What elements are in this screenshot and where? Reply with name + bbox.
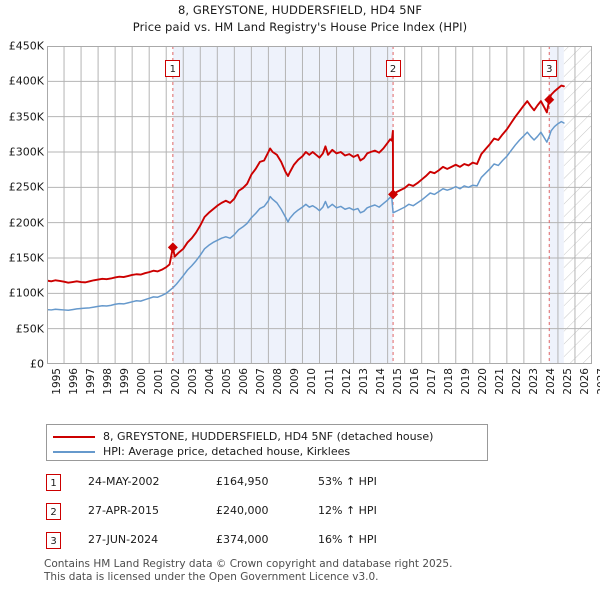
chart-sale-marker-3: 3 [541, 60, 557, 77]
y-axis-tick-label: £300K [8, 145, 44, 159]
sale-date: 24-MAY-2002 [88, 475, 160, 488]
sale-index-badge: 1 [46, 474, 61, 491]
y-axis-tick-label: £0 [30, 357, 44, 371]
y-axis-tick-label: £250K [8, 180, 44, 194]
page-title: 8, GREYSTONE, HUDDERSFIELD, HD4 5NF [177, 3, 423, 17]
table-row: 3 27-JUN-2024 £374,000 16% ↑ HPI [46, 530, 516, 559]
sale-hpi-delta: 53% ↑ HPI [318, 475, 377, 488]
legend-color-swatch-hpi [53, 450, 95, 453]
footer-attribution: Contains HM Land Registry data © Crown c… [44, 558, 584, 583]
sale-index-badge: 3 [46, 532, 61, 549]
x-axis-tick-label: 2004 [204, 368, 217, 395]
footer-line-1: Contains HM Land Registry data © Crown c… [44, 558, 453, 570]
x-axis-tick-label: 1999 [119, 368, 132, 395]
x-axis-tick-label: 2025 [561, 368, 574, 395]
x-axis-tick-label: 2027 [596, 368, 600, 395]
x-axis-tick-label: 2024 [544, 368, 557, 395]
y-axis-labels: £0 £50K £100K £150K £200K £250K £300K £350K £400… [0, 40, 44, 371]
x-axis-tick-label: 2003 [187, 368, 200, 395]
x-axis-tick-label: 2026 [578, 368, 591, 395]
x-axis-tick-label: 2023 [527, 368, 540, 395]
chart-title-block: 8, GREYSTONE, HUDDERSFIELD, HD4 5NF Pric… [0, 2, 600, 36]
footer-line-2: This data is licensed under the Open Gov… [44, 570, 379, 583]
x-axis-tick-label: 2011 [323, 368, 336, 395]
x-axis-tick-label: 2000 [136, 368, 149, 395]
chart-plot-area [47, 46, 592, 364]
x-axis-tick-label: 2017 [425, 368, 438, 395]
y-axis-tick-label: £100K [8, 286, 44, 300]
sale-price: £240,000 [216, 504, 269, 517]
x-axis-tick-label: 2002 [170, 368, 183, 395]
chart-svg [47, 46, 592, 364]
legend-label-property: 8, GREYSTONE, HUDDERSFIELD, HD4 5NF (det… [103, 430, 434, 443]
x-axis-tick-label: 1996 [68, 368, 81, 395]
sale-index-badge: 2 [46, 503, 61, 520]
x-axis-tick-label: 2007 [255, 368, 268, 395]
chart-sale-marker-1: 1 [165, 60, 181, 77]
sales-history-table: 1 24-MAY-2002 £164,950 53% ↑ HPI 2 27-AP… [46, 472, 516, 559]
table-row: 1 24-MAY-2002 £164,950 53% ↑ HPI [46, 472, 516, 501]
y-axis-tick-label: £150K [8, 251, 44, 265]
x-axis-labels: 1995 1996 1997 1998 1999 2000 2001 2002 2003 2004… [47, 368, 600, 410]
x-axis-tick-label: 2014 [374, 368, 387, 395]
chart-sale-marker-2: 2 [385, 60, 401, 77]
x-axis-tick-label: 2022 [510, 368, 523, 395]
x-axis-tick-label: 2016 [408, 368, 421, 395]
x-axis-tick-label: 1997 [85, 368, 98, 395]
sale-date: 27-JUN-2024 [88, 533, 159, 546]
legend-color-swatch-property [53, 435, 95, 438]
sale-price: £164,950 [216, 475, 269, 488]
sale-date: 27-APR-2015 [88, 504, 160, 517]
legend-item-hpi: HPI: Average price, detached house, Kirk… [53, 444, 481, 459]
legend-item-property: 8, GREYSTONE, HUDDERSFIELD, HD4 5NF (det… [53, 429, 481, 444]
x-axis-tick-label: 2021 [493, 368, 506, 395]
y-axis-tick-label: £200K [8, 216, 44, 230]
x-axis-tick-label: 2009 [289, 368, 302, 395]
x-axis-tick-label: 1998 [102, 368, 115, 395]
x-axis-tick-label: 2006 [238, 368, 251, 395]
y-axis-tick-label: £50K [15, 322, 44, 336]
x-axis-tick-label: 2015 [391, 368, 404, 395]
y-axis-tick-label: £450K [8, 39, 44, 53]
page-subtitle: Price paid vs. HM Land Registry's House … [132, 20, 468, 34]
x-axis-tick-label: 2019 [459, 368, 472, 395]
x-axis-tick-label: 2001 [153, 368, 166, 395]
sale-price: £374,000 [216, 533, 269, 546]
x-axis-tick-label: 2018 [442, 368, 455, 395]
chart-legend: 8, GREYSTONE, HUDDERSFIELD, HD4 5NF (det… [46, 424, 488, 461]
x-axis-tick-label: 2012 [340, 368, 353, 395]
sale-hpi-delta: 12% ↑ HPI [318, 504, 377, 517]
legend-label-hpi: HPI: Average price, detached house, Kirk… [103, 445, 351, 458]
sale-hpi-delta: 16% ↑ HPI [318, 533, 377, 546]
x-axis-tick-label: 2020 [476, 368, 489, 395]
y-axis-tick-label: £400K [8, 74, 44, 88]
x-axis-tick-label: 2013 [357, 368, 370, 395]
x-axis-tick-label: 2005 [221, 368, 234, 395]
x-axis-tick-label: 1995 [51, 368, 63, 395]
x-axis-tick-label: 2010 [306, 368, 319, 395]
y-axis-tick-label: £350K [8, 110, 44, 124]
table-row: 2 27-APR-2015 £240,000 12% ↑ HPI [46, 501, 516, 530]
x-axis-tick-label: 2008 [272, 368, 285, 395]
